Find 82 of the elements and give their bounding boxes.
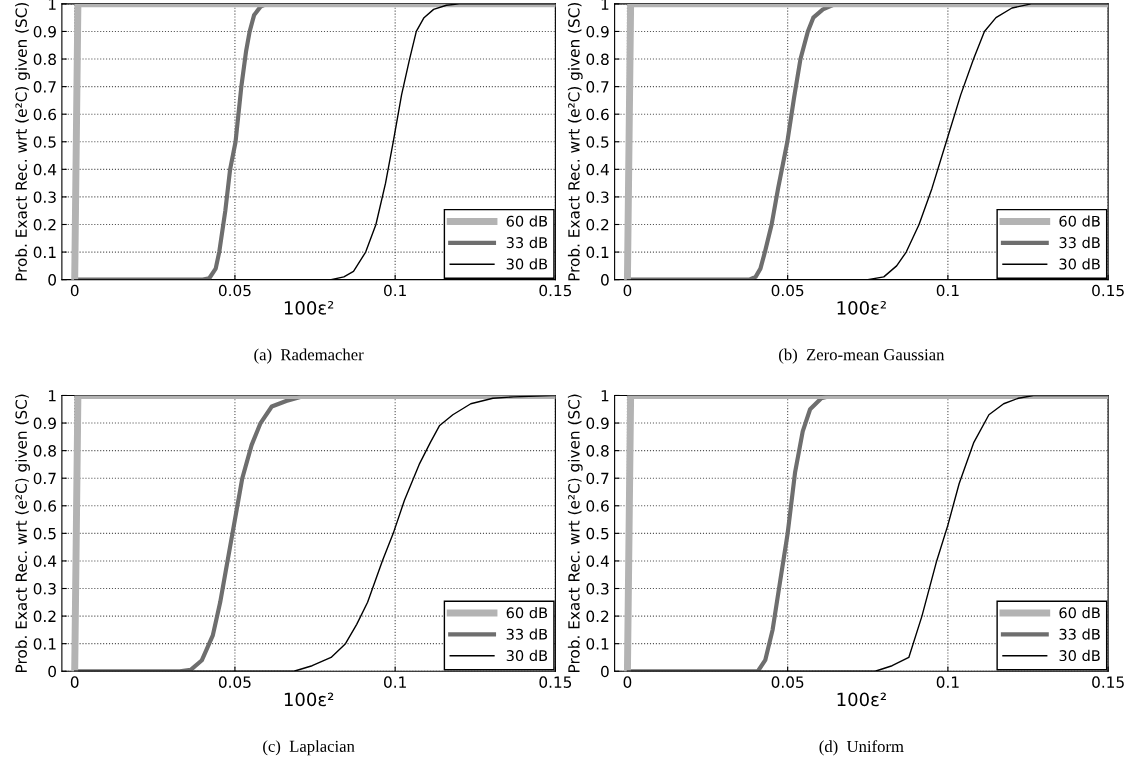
x-tick-label: 0.1 xyxy=(384,284,406,297)
x-tick-label: 0 xyxy=(623,676,632,688)
y-tick-label: 0.4 xyxy=(586,555,609,567)
x-tick-label: 0.15 xyxy=(539,676,572,688)
y-tick-label: 0.3 xyxy=(33,582,56,595)
legend-label: 30 dB xyxy=(506,258,548,270)
x-tick-label: 0.05 xyxy=(771,284,804,297)
legend-label: 33 dB xyxy=(506,236,548,249)
x-tick-label: 0 xyxy=(70,676,79,688)
y-tick-label: 1 xyxy=(601,390,609,402)
text: (b) Zero-mean Gaussian xyxy=(779,348,945,364)
y-tick-label: 0.4 xyxy=(586,163,609,176)
y-tick-label: 0.5 xyxy=(33,527,56,540)
x-tick-label: 0.05 xyxy=(771,676,804,688)
y-tick-label: 0.8 xyxy=(33,445,56,457)
y-tick-label: 0.3 xyxy=(33,191,56,203)
x-tick-label: 0.15 xyxy=(1092,676,1124,688)
text: (d) Uniform xyxy=(819,740,904,756)
y-tick-label: 0.6 xyxy=(586,108,609,121)
y-tick-label: 0.9 xyxy=(586,417,609,430)
y-tick-label: 0.7 xyxy=(586,472,609,485)
y-tick-label: 0.4 xyxy=(33,163,57,176)
legend-label: 33 dB xyxy=(1059,628,1100,640)
x-tick-label: 0.05 xyxy=(218,676,251,688)
y-tick-label: 0 xyxy=(48,665,56,678)
y-tick-label: 0.8 xyxy=(586,445,609,457)
y-tick-label: 0.9 xyxy=(586,25,609,38)
x-axis-title: 100ε² xyxy=(284,301,334,315)
y-tick-label: 0.6 xyxy=(33,108,57,121)
y-tick-label: 0.8 xyxy=(586,53,609,66)
x-tick-label: 0.1 xyxy=(936,676,959,688)
x-axis-title: 100ε² xyxy=(837,301,886,315)
y-axis-title: Prob. Exact Rec. wrt (e²C) given (SC) xyxy=(15,394,30,672)
x-tick-label: 0.1 xyxy=(936,284,959,297)
legend-label: 30 dB xyxy=(506,649,548,662)
legend-label: 60 dB xyxy=(1059,215,1100,227)
y-axis-title: Prob. Exact Rec. wrt (e²C) given (SC) xyxy=(567,394,583,672)
y-tick-label: 0 xyxy=(601,274,609,286)
y-tick-label: 0.5 xyxy=(33,136,56,148)
y-tick-label: 0.4 xyxy=(33,555,57,567)
x-tick-label: 0.05 xyxy=(218,284,251,297)
legend-label: 60 dB xyxy=(506,607,548,619)
y-tick-label: 0.3 xyxy=(586,582,609,595)
x-axis-title: 100ε² xyxy=(284,692,334,707)
y-tick-label: 0.2 xyxy=(586,218,609,231)
y-tick-label: 0.1 xyxy=(33,638,56,650)
y-tick-label: 0.6 xyxy=(586,500,609,512)
legend-label: 33 dB xyxy=(1059,236,1100,249)
y-tick-label: 1 xyxy=(48,390,56,402)
y-tick-label: 0.7 xyxy=(33,81,56,93)
y-axis-title: Prob. Exact Rec. wrt (e²C) given (SC) xyxy=(567,2,583,281)
x-tick-label: 0.15 xyxy=(539,284,572,297)
legend-label: 60 dB xyxy=(506,215,548,227)
y-axis-title: Prob. Exact Rec. wrt (e²C) given (SC) xyxy=(15,2,30,281)
y-tick-label: 0 xyxy=(601,665,609,678)
y-tick-label: 0.3 xyxy=(586,191,609,203)
x-tick-label: 0 xyxy=(623,284,632,297)
y-tick-label: 0.2 xyxy=(586,610,609,623)
y-tick-label: 0.1 xyxy=(586,638,609,650)
y-tick-label: 0.1 xyxy=(33,246,56,259)
legend-label: 60 dB xyxy=(1059,607,1100,619)
x-tick-label: 0.1 xyxy=(384,676,406,688)
y-tick-label: 0.7 xyxy=(586,81,609,93)
x-tick-label: 0 xyxy=(70,284,79,297)
text: (c) Laplacian xyxy=(263,740,355,756)
y-tick-label: 0.1 xyxy=(586,246,609,259)
legend-label: 30 dB xyxy=(1059,258,1100,270)
y-tick-label: 0.2 xyxy=(33,610,56,623)
y-tick-label: 0.6 xyxy=(33,500,57,512)
y-tick-label: 0.5 xyxy=(586,527,609,540)
y-tick-label: 0.5 xyxy=(586,136,609,148)
y-tick-label: 0.9 xyxy=(33,417,56,430)
y-tick-label: 0 xyxy=(48,274,56,286)
text: (a) Rademacher xyxy=(254,348,364,364)
legend-label: 30 dB xyxy=(1059,649,1100,662)
y-tick-label: 0.9 xyxy=(33,25,56,38)
x-axis-title: 100ε² xyxy=(837,692,886,707)
legend-label: 33 dB xyxy=(506,628,548,640)
y-tick-label: 0.8 xyxy=(33,53,56,66)
y-tick-label: 0.2 xyxy=(33,218,56,231)
y-tick-label: 0.7 xyxy=(33,472,56,485)
x-tick-label: 0.15 xyxy=(1092,284,1124,297)
